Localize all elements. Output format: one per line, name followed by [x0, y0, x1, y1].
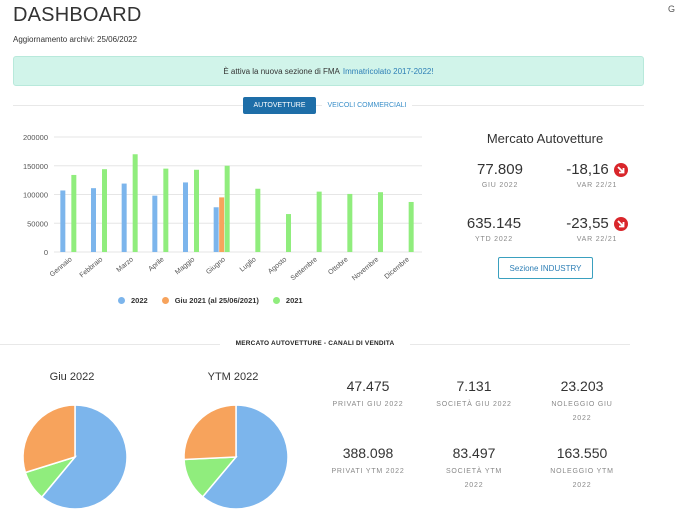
kpi-label: PRIVATI YTM 2022 [331, 468, 405, 475]
y-tick-label: 100000 [23, 191, 48, 200]
bar-2021-febbraio[interactable] [102, 169, 107, 252]
bar-2021-luglio[interactable] [255, 188, 261, 252]
x-tick-label: Settembre [290, 256, 319, 282]
bar-2022-aprile[interactable] [152, 195, 158, 252]
tab-veicoli-commerciali[interactable]: VEICOLI COMMERCIALI [322, 97, 412, 114]
kpi-value: 23.203 [560, 378, 604, 394]
bar-2021-maggio[interactable] [194, 169, 199, 252]
ytd-var-label: VAR 22/21 [576, 236, 618, 243]
legend-label-2021: 2021 [285, 296, 303, 305]
trend-down-icon [613, 216, 628, 231]
month-value: 77.809 [477, 161, 523, 178]
kpi-value: 7.131 [456, 378, 492, 394]
x-tick-label: Dicembre [384, 256, 412, 281]
tab-autovetture[interactable]: AUTOVETTURE [243, 97, 316, 114]
bar-2021-aprile[interactable] [163, 168, 169, 252]
market-title: Mercato Autovetture [486, 131, 604, 146]
bar-2022-febbraio[interactable] [91, 188, 96, 252]
pie-chart-giu-2022 [22, 404, 128, 510]
bar-2021-gennaio[interactable] [71, 174, 77, 252]
legend-label-giu-2021: Giu 2021 (al 25/06/2021) [174, 296, 259, 305]
corner-label: G [668, 4, 676, 14]
industry-section-button[interactable]: Sezione INDUSTRY [498, 257, 593, 279]
bar-2022-gennaio[interactable] [60, 190, 66, 252]
month-var-value: -18,16 [566, 161, 609, 178]
x-tick-label: Giugno [205, 256, 227, 276]
last-update-text: Aggiornamento archivi: 25/06/2022 [13, 35, 138, 44]
x-tick-label: Novembre [351, 256, 380, 282]
bar-2021-dicembre[interactable] [408, 201, 414, 252]
legend-item-giu-2021[interactable]: Giu 2021 (al 25/06/2021) [161, 296, 259, 305]
legend-item-2022[interactable]: 2022 [118, 296, 148, 305]
x-tick-label: Gennaio [49, 256, 74, 278]
month-var-stat: -18,16 VAR 22/21 [552, 161, 642, 189]
bar-giu-giugno[interactable] [219, 197, 225, 252]
pie-title-giu-2022: Giu 2022 [49, 371, 95, 383]
kpi-societa-giu: 7.131 SOCIETÀ GIU 2022 [419, 378, 529, 412]
kpi-value: 163.550 [556, 445, 608, 461]
kpi-label: NOLEGGIO GIU 2022 [551, 401, 613, 422]
bar-2021-agosto[interactable] [286, 214, 291, 252]
alert-text: È attiva la nuova sezione di FMA [223, 66, 340, 76]
page-title: DASHBOARD [13, 4, 142, 26]
legend-item-2021[interactable]: 2021 [272, 296, 303, 305]
kpi-value: 47.475 [346, 378, 390, 394]
month-stat: 77.809 GIU 2022 [455, 161, 545, 189]
pie-title-ytm-2022: YTM 2022 [207, 371, 259, 383]
legend-dot-2021 [272, 297, 280, 304]
pie-slice-noleggio[interactable] [183, 404, 237, 461]
ytd-var-stat: -23,55 VAR 22/21 [552, 215, 642, 243]
bar-2022-marzo[interactable] [121, 183, 127, 252]
kpi-noleggio-giu: 23.203 NOLEGGIO GIU 2022 [527, 378, 637, 426]
bar-2022-giugno[interactable] [213, 207, 219, 252]
ytd-value: 635.145 [466, 215, 522, 232]
ytd-var-value: -23,55 [566, 215, 609, 232]
legend-label-2022: 2022 [131, 296, 148, 305]
x-tick-label: Febbraio [79, 256, 105, 279]
kpi-label: SOCIETÀ GIU 2022 [436, 401, 512, 408]
kpi-noleggio-ytm: 163.550 NOLEGGIO YTM 2022 [527, 445, 637, 493]
ytd-label: YTD 2022 [475, 236, 513, 243]
x-tick-label: Luglio [239, 256, 258, 273]
x-tick-label: Agosto [267, 256, 288, 275]
kpi-privati-ytm: 388.098 PRIVATI YTM 2022 [313, 445, 423, 479]
x-tick-label: Maggio [174, 256, 196, 276]
bar-2021-novembre[interactable] [378, 192, 383, 252]
pie-slice-privati[interactable] [40, 404, 128, 510]
kpi-label: SOCIETÀ YTM 2022 [445, 468, 503, 489]
month-var-label: VAR 22/21 [576, 182, 618, 189]
bar-2021-marzo[interactable] [132, 154, 138, 252]
pie-slice-noleggio[interactable] [22, 404, 76, 474]
legend-dot-2022 [118, 297, 125, 304]
kpi-label: PRIVATI GIU 2022 [332, 401, 404, 408]
trend-down-icon [613, 162, 628, 177]
pie-chart-ytm-2022 [183, 404, 289, 510]
y-tick-label: 150000 [23, 162, 48, 171]
month-label: GIU 2022 [481, 182, 519, 189]
kpi-privati-giu: 47.475 PRIVATI GIU 2022 [313, 378, 423, 412]
kpi-value: 388.098 [342, 445, 394, 461]
bar-2021-giugno[interactable] [224, 165, 230, 252]
x-tick-label: Aprile [147, 256, 165, 273]
alert-link[interactable]: Immatricolato 2017-2022! [342, 66, 434, 76]
monthly-registrations-chart: 0 50000 100000 150000 200000 Gennaio Febbraio M… [23, 133, 422, 282]
ytd-stat: 635.145 YTD 2022 [449, 215, 539, 243]
y-tick-label: 200000 [23, 133, 48, 142]
info-alert: È attiva la nuova sezione di FMA Immatri… [13, 56, 644, 86]
kpi-label: NOLEGGIO YTM 2022 [550, 468, 614, 489]
y-tick-label: 50000 [27, 219, 48, 228]
x-tick-label: Ottobre [327, 256, 349, 276]
legend-dot-giu-2021 [161, 297, 169, 304]
kpi-societa-ytm: 83.497 SOCIETÀ YTM 2022 [419, 445, 529, 493]
kpi-value: 83.497 [452, 445, 496, 461]
channels-section-title: MERCATO AUTOVETTURE - CANALI DI VENDITA [220, 340, 410, 347]
y-tick-label: 0 [44, 248, 48, 257]
bar-2022-maggio[interactable] [183, 182, 188, 252]
chart-legend: 2022 Giu 2021 (al 25/06/2021) 2021 [118, 296, 317, 305]
x-tick-label: Marzo [116, 256, 135, 274]
bar-2021-settembre[interactable] [316, 191, 322, 252]
pie-slice-privati[interactable] [201, 404, 289, 510]
bar-2021-ottobre[interactable] [347, 193, 353, 252]
